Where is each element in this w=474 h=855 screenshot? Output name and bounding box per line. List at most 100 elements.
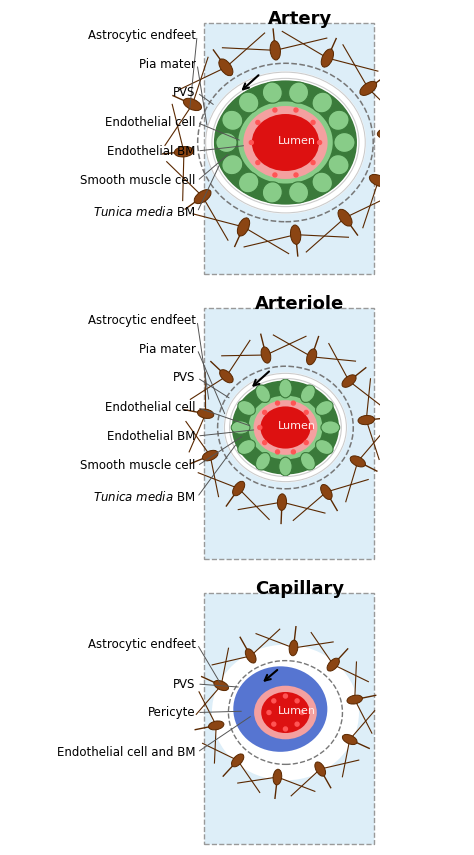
Ellipse shape (243, 106, 328, 179)
Ellipse shape (307, 349, 317, 365)
Circle shape (292, 450, 295, 454)
Ellipse shape (224, 373, 347, 482)
Ellipse shape (215, 81, 356, 203)
Ellipse shape (225, 374, 346, 481)
Circle shape (258, 426, 262, 429)
Text: Astrocytic endfeet: Astrocytic endfeet (88, 29, 196, 42)
Ellipse shape (231, 754, 244, 767)
Ellipse shape (291, 225, 301, 245)
Ellipse shape (254, 400, 318, 455)
Ellipse shape (301, 385, 315, 403)
Ellipse shape (205, 71, 366, 214)
Circle shape (311, 161, 315, 164)
Ellipse shape (262, 182, 283, 203)
Ellipse shape (289, 182, 309, 203)
Text: $\it{Tunica\ media}$ BM: $\it{Tunica\ media}$ BM (93, 205, 196, 220)
Circle shape (300, 711, 304, 715)
Ellipse shape (289, 640, 298, 656)
Ellipse shape (321, 49, 334, 68)
Ellipse shape (342, 374, 356, 387)
Ellipse shape (347, 695, 363, 704)
Circle shape (292, 401, 295, 405)
Ellipse shape (248, 396, 322, 459)
Ellipse shape (360, 81, 377, 96)
Text: PVS: PVS (173, 677, 196, 691)
Ellipse shape (233, 381, 338, 474)
Text: Smooth muscle cell: Smooth muscle cell (80, 174, 196, 187)
FancyBboxPatch shape (204, 308, 374, 558)
Ellipse shape (279, 379, 292, 398)
Circle shape (273, 108, 277, 112)
Ellipse shape (301, 452, 315, 470)
Ellipse shape (277, 494, 287, 510)
Text: Pericyte: Pericyte (148, 706, 196, 719)
Ellipse shape (212, 645, 359, 781)
Ellipse shape (237, 218, 250, 236)
Circle shape (249, 140, 253, 144)
Ellipse shape (328, 110, 349, 130)
Circle shape (309, 426, 313, 429)
Ellipse shape (279, 457, 292, 476)
Text: Endothelial cell and BM: Endothelial cell and BM (57, 746, 196, 759)
Circle shape (283, 694, 287, 698)
Ellipse shape (183, 98, 201, 110)
Circle shape (311, 121, 315, 125)
Ellipse shape (231, 421, 250, 434)
Ellipse shape (209, 721, 224, 730)
Circle shape (275, 450, 280, 454)
Circle shape (263, 440, 267, 445)
Circle shape (304, 440, 308, 445)
Circle shape (304, 410, 308, 415)
Text: Lumen: Lumen (278, 421, 316, 431)
Ellipse shape (312, 92, 332, 113)
Ellipse shape (316, 439, 333, 455)
Ellipse shape (219, 369, 233, 383)
Circle shape (272, 722, 276, 726)
Ellipse shape (270, 41, 281, 60)
Text: PVS: PVS (173, 371, 196, 384)
Ellipse shape (358, 416, 374, 425)
Ellipse shape (202, 451, 218, 461)
Circle shape (294, 108, 298, 112)
Circle shape (273, 173, 277, 177)
Ellipse shape (316, 400, 333, 416)
Text: Pia mater: Pia mater (139, 57, 196, 71)
Text: Astrocytic endfeet: Astrocytic endfeet (88, 638, 196, 651)
Circle shape (295, 699, 299, 703)
Ellipse shape (238, 172, 259, 193)
Ellipse shape (255, 385, 271, 403)
Circle shape (263, 410, 267, 415)
Circle shape (318, 140, 321, 144)
Ellipse shape (233, 666, 328, 752)
Ellipse shape (334, 133, 355, 152)
Text: Arteriole: Arteriole (255, 295, 344, 313)
Circle shape (294, 173, 298, 177)
Circle shape (256, 161, 260, 164)
Ellipse shape (315, 762, 326, 776)
Ellipse shape (216, 133, 237, 152)
Ellipse shape (327, 658, 339, 671)
Ellipse shape (231, 663, 339, 762)
Text: $\it{Tunica\ media}$ BM: $\it{Tunica\ media}$ BM (93, 490, 196, 504)
Ellipse shape (262, 82, 283, 103)
Ellipse shape (233, 481, 245, 496)
Ellipse shape (312, 172, 332, 193)
Circle shape (256, 121, 260, 125)
Ellipse shape (321, 421, 340, 434)
Circle shape (275, 401, 280, 405)
Text: Lumen: Lumen (278, 706, 316, 716)
Ellipse shape (238, 439, 255, 455)
Text: Pia mater: Pia mater (139, 343, 196, 356)
Text: PVS: PVS (173, 86, 196, 99)
Text: Lumen: Lumen (278, 136, 316, 146)
Ellipse shape (321, 485, 332, 499)
FancyBboxPatch shape (204, 593, 374, 844)
Text: Astrocytic endfeet: Astrocytic endfeet (88, 314, 196, 327)
Ellipse shape (206, 72, 365, 213)
Circle shape (295, 722, 299, 726)
Ellipse shape (194, 190, 211, 203)
Ellipse shape (198, 409, 214, 418)
Ellipse shape (222, 155, 243, 174)
Ellipse shape (369, 174, 388, 186)
FancyBboxPatch shape (204, 23, 374, 274)
